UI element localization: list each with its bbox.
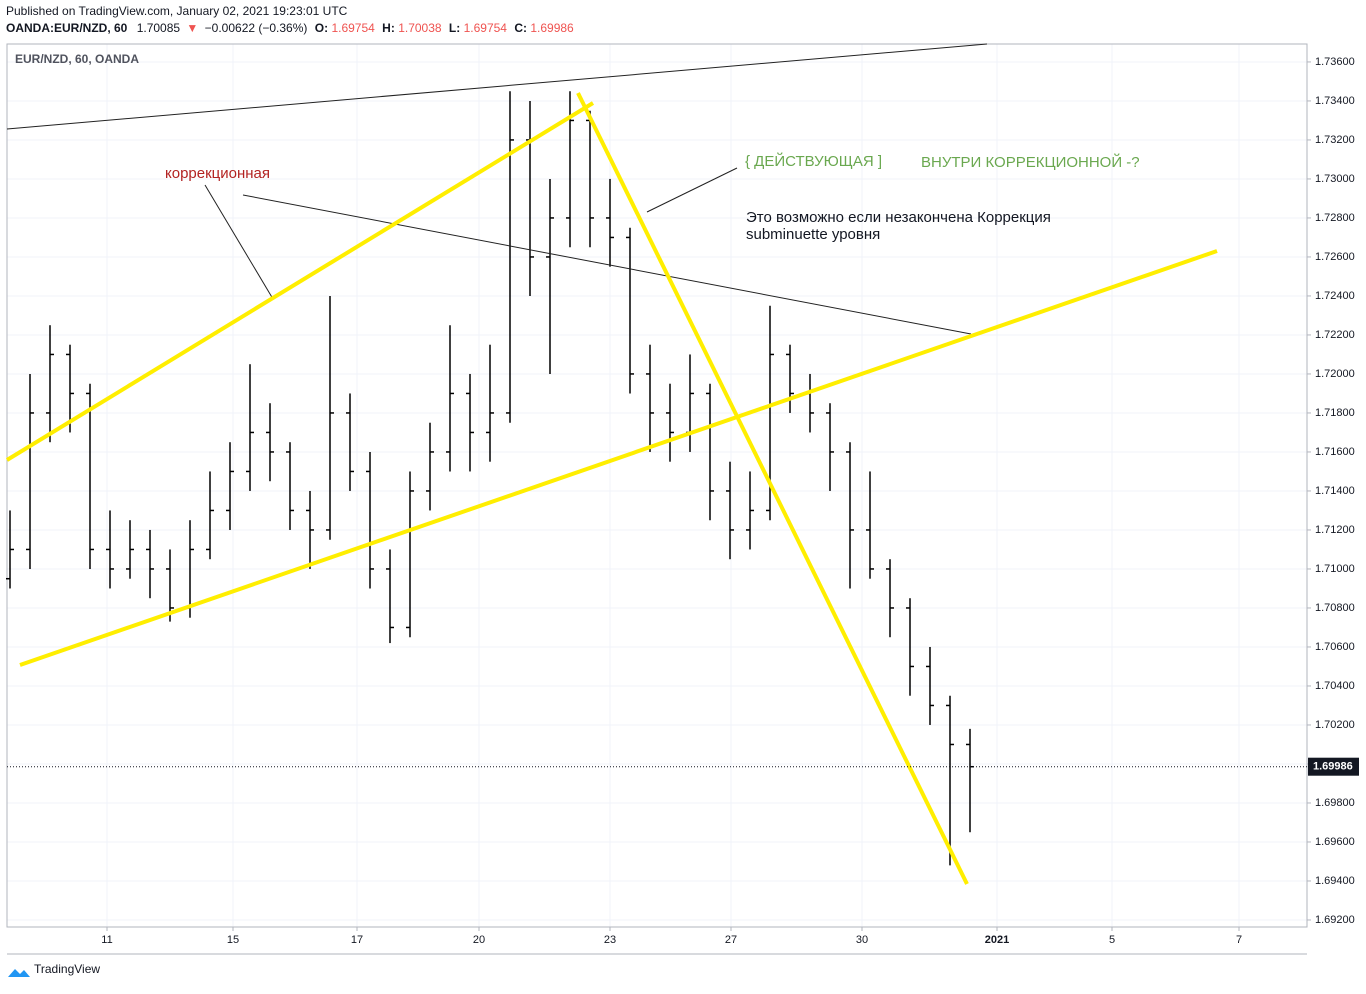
y-tick-label: 1.73000 (1315, 173, 1355, 185)
callout-line (204, 184, 274, 300)
annotation: коррекционная (165, 165, 270, 182)
yellow-line (576, 92, 969, 885)
y-tick-label: 1.70600 (1315, 641, 1355, 653)
x-tick-label: 23 (604, 934, 616, 946)
y-tick-label: 1.70800 (1315, 602, 1355, 614)
footer: TradingView (8, 962, 100, 977)
o-label: O: (315, 21, 328, 35)
x-tick-label: 30 (856, 934, 868, 946)
last-price-box (1308, 757, 1359, 776)
yellow-line (5, 101, 595, 462)
y-tick-label: 1.71600 (1315, 446, 1355, 458)
legend: EUR/NZD, 60, OANDA (15, 52, 139, 66)
l-value: 1.69754 (464, 21, 508, 35)
l-label: L: (449, 21, 460, 35)
symbol: OANDA:EUR/NZD, 60 (6, 21, 128, 35)
annotation: { ДЕЙСТВУЮЩАЯ ] (745, 152, 882, 170)
callout-line (646, 167, 738, 213)
x-tick-label: 5 (1109, 934, 1115, 946)
quote-line: OANDA:EUR/NZD, 60 1.70085 ▼ −0.00622 (−0… (6, 21, 574, 35)
arrow: ▼ (186, 21, 198, 35)
last: 1.70085 (137, 21, 181, 35)
y-tick-label: 1.73200 (1315, 134, 1355, 146)
published: Published on TradingView.com, January 02… (6, 4, 348, 18)
y-tick-label: 1.72600 (1315, 251, 1355, 263)
y-tick-label: 1.70400 (1315, 680, 1355, 692)
y-tick-label: 1.72200 (1315, 329, 1355, 341)
annotation: ВНУТРИ КОРРЕКЦИОННОЙ -? (921, 153, 1140, 171)
bars (6, 91, 974, 866)
c-value: 1.69986 (530, 21, 574, 35)
y-tick-label: 1.72800 (1315, 212, 1355, 224)
x-tick-label: 7 (1236, 934, 1242, 946)
c-label: C: (514, 21, 527, 35)
y-tick-label: 1.69600 (1315, 836, 1355, 848)
y-tick-label: 1.73600 (1315, 56, 1355, 68)
h-value: 1.70038 (398, 21, 442, 35)
y-tick-label: 1.71400 (1315, 485, 1355, 497)
y-tick-label: 1.69200 (1315, 914, 1355, 926)
logo (8, 969, 30, 977)
yellow-line (19, 249, 1218, 667)
x-tick-label: 27 (725, 934, 737, 946)
x-tick-label: 20 (473, 934, 485, 946)
annotation: subminuette уровня (746, 226, 880, 243)
brand: TradingView (34, 962, 100, 976)
annotation: Это возможно если незакончена Коррекция (746, 209, 1051, 226)
y-tick-label: 1.69800 (1315, 797, 1355, 809)
y-tick-label: 1.73400 (1315, 95, 1355, 107)
y-tick-label: 1.72400 (1315, 290, 1355, 302)
last-price-label: 1.69986 (1313, 761, 1353, 773)
change: −0.00622 (−0.36%) (205, 21, 308, 35)
y-tick-label: 1.69400 (1315, 875, 1355, 887)
y-tick-label: 1.71200 (1315, 524, 1355, 536)
trend-line (6, 43, 988, 130)
y-tick-label: 1.71000 (1315, 563, 1355, 575)
h-label: H: (382, 21, 395, 35)
x-tick-label: 15 (227, 934, 239, 946)
o-value: 1.69754 (331, 21, 375, 35)
header: Published on TradingView.com, January 02… (6, 4, 574, 35)
drawings (5, 43, 1218, 885)
trend-line (242, 194, 972, 335)
y-tick-label: 1.72000 (1315, 368, 1355, 380)
x-tick-label: 11 (101, 934, 112, 946)
y-tick-label: 1.71800 (1315, 407, 1355, 419)
x-tick-label: 2021 (985, 934, 1009, 946)
x-tick-label: 17 (351, 934, 363, 946)
y-tick-label: 1.70200 (1315, 719, 1355, 731)
